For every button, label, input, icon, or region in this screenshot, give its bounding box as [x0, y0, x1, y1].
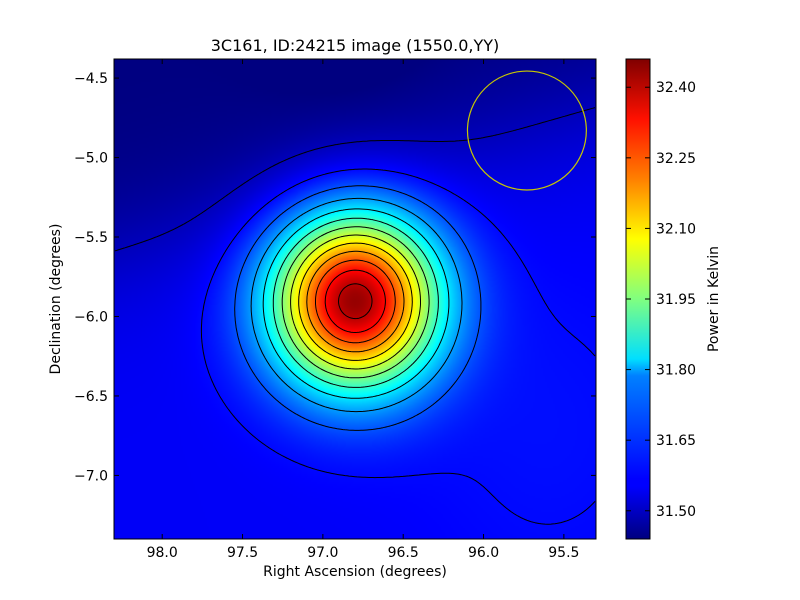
colorbar-tick-label: 32.25	[656, 151, 696, 167]
colorbar-tick-label: 31.95	[656, 292, 696, 308]
heatmap-image	[114, 59, 596, 539]
y-tick-label: −4.5	[74, 71, 108, 87]
contour-lines	[114, 107, 596, 525]
plot-frame	[113, 58, 597, 540]
y-tick-label: −5.0	[74, 151, 108, 167]
contour-line	[114, 107, 596, 252]
x-tick-label: 96.5	[388, 545, 419, 561]
colorbar-tick-label: 31.65	[656, 433, 696, 449]
colorbar-tick-label: 32.40	[656, 80, 696, 96]
y-tick-label: −6.0	[74, 309, 108, 325]
contour-line	[338, 283, 373, 320]
x-axis-label: Right Ascension (degrees)	[263, 564, 447, 580]
y-tick-label: −6.5	[74, 389, 108, 405]
chart-title: 3C161, ID:24215 image (1550.0,YY)	[211, 36, 500, 55]
y-axis: −4.5 −5.0 −5.5 −6.0 −6.5 −7.0	[74, 71, 596, 484]
x-tick-label: 97.5	[227, 545, 258, 561]
x-tick-label: 95.5	[548, 545, 579, 561]
contour-line	[306, 250, 405, 353]
colorbar-ticks: 31.50 31.65 31.80 31.95 32.10 32.25 32.40	[626, 80, 696, 520]
colorbar-tick-label: 31.50	[656, 504, 696, 520]
contour-line	[272, 217, 439, 388]
x-tick-label: 98.0	[147, 545, 178, 561]
x-tick-label: 97.0	[307, 545, 338, 561]
y-tick-label: −5.5	[74, 230, 108, 246]
contour-line	[200, 168, 596, 525]
colorbar-label: Power in Kelvin	[706, 246, 722, 352]
beam-circle	[466, 70, 587, 191]
y-axis-label: Declination (degrees)	[48, 224, 64, 375]
contour-line	[290, 234, 421, 370]
contour-line	[281, 226, 430, 379]
colorbar-tick-label: 31.80	[656, 363, 696, 379]
heatmap-area	[114, 59, 596, 539]
contour-line	[262, 208, 450, 399]
y-tick-label: −7.0	[74, 468, 108, 484]
x-axis: 98.0 97.5 97.0 96.5 96.0 95.5	[147, 59, 579, 561]
contour-line	[250, 197, 463, 413]
contour-line	[298, 242, 413, 361]
colorbar-tick-label: 32.10	[656, 221, 696, 237]
contour-line	[324, 269, 386, 333]
x-tick-label: 96.0	[468, 545, 499, 561]
contour-line	[234, 185, 482, 431]
contour-line	[315, 259, 396, 344]
